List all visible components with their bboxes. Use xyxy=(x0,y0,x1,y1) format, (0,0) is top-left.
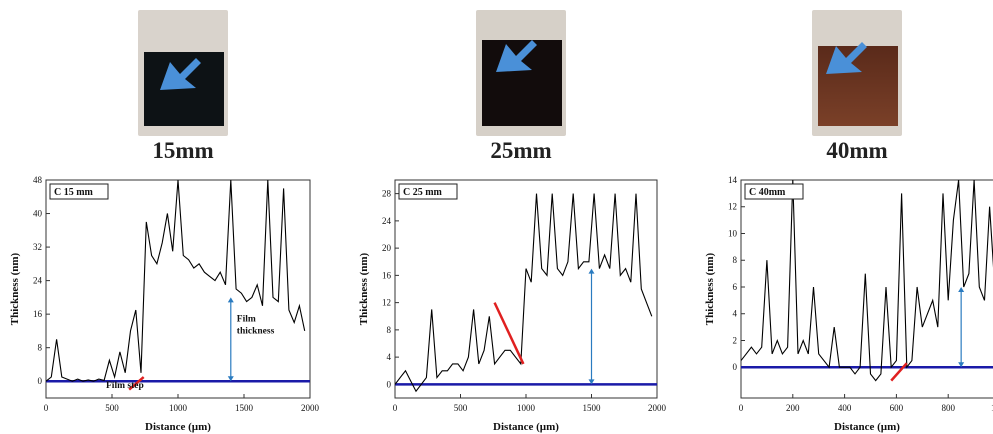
x-tick-label: 2000 xyxy=(648,403,667,413)
x-axis-label: Distance (µm) xyxy=(493,421,559,433)
profile-line xyxy=(741,180,993,382)
chart-label-box xyxy=(744,183,804,200)
arrow-head xyxy=(227,376,234,382)
step-marker xyxy=(890,362,908,382)
plot-frame xyxy=(740,179,993,399)
x-tick-label: 200 xyxy=(786,403,800,413)
x-tick-label: 600 xyxy=(890,403,904,413)
x-tick-label: 400 xyxy=(838,403,852,413)
y-tick-label: 48 xyxy=(33,175,43,185)
y-tick-label: 12 xyxy=(728,202,737,212)
y-tick-label: 2 xyxy=(733,335,738,345)
arrow-head xyxy=(958,362,965,368)
chart-label-box xyxy=(49,183,109,200)
chart-label-box xyxy=(398,183,458,200)
x-tick-label: 500 xyxy=(105,403,119,413)
y-axis-label: Thickness (nm) xyxy=(704,252,716,325)
chart-label: C 25 mm xyxy=(403,187,443,198)
y-tick-label: 8 xyxy=(733,255,738,265)
x-axis-label: Distance (µm) xyxy=(145,421,211,433)
y-tick-label: 8 xyxy=(38,343,43,353)
step-marker xyxy=(493,302,525,365)
x-tick-label: 1000 xyxy=(517,403,536,413)
plot-area xyxy=(46,180,310,391)
y-tick-label: 28 xyxy=(382,189,392,199)
annotation: Film thickness xyxy=(237,314,275,336)
photo-caption: 15mm xyxy=(152,138,214,163)
y-tick-label: 12 xyxy=(382,298,391,308)
y-tick-label: 16 xyxy=(33,309,43,319)
y-tick-label: 10 xyxy=(728,228,738,238)
x-tick-label: 1500 xyxy=(583,403,602,413)
y-tick-label: 0 xyxy=(387,379,392,389)
arrow-head xyxy=(958,286,965,292)
photo-arrows xyxy=(160,40,867,90)
y-tick-label: 14 xyxy=(728,175,738,185)
chart-label: C 15 mm xyxy=(54,187,94,198)
x-axis-label: Distance (µm) xyxy=(834,421,900,433)
profile-line xyxy=(395,193,653,393)
x-tick-label: 0 xyxy=(739,403,744,413)
y-axis-label: Thickness (nm) xyxy=(9,252,21,325)
y-tick-label: 32 xyxy=(33,242,42,252)
x-tick-label: 500 xyxy=(454,403,468,413)
y-tick-label: 0 xyxy=(733,362,738,372)
arrow-head xyxy=(588,379,595,385)
y-tick-label: 24 xyxy=(382,216,392,226)
y-tick-label: 40 xyxy=(33,209,43,219)
x-tick-label: 0 xyxy=(393,403,398,413)
step-marker xyxy=(128,376,145,391)
photo-caption: 40mm xyxy=(826,138,888,163)
y-tick-label: 24 xyxy=(33,276,43,286)
plot-frame xyxy=(394,179,658,399)
arrow-head xyxy=(588,268,595,274)
y-tick-label: 8 xyxy=(387,325,392,335)
x-tick-label: 1000 xyxy=(991,403,993,413)
y-tick-label: 16 xyxy=(382,270,392,280)
chart-label: C 40mm xyxy=(749,187,786,198)
x-tick-label: 800 xyxy=(941,403,955,413)
x-tick-label: 2000 xyxy=(301,403,320,413)
y-tick-label: 6 xyxy=(733,282,738,292)
profile-line xyxy=(46,180,306,382)
sample-photo xyxy=(138,10,228,136)
y-tick-label: 0 xyxy=(38,376,43,386)
x-tick-label: 0 xyxy=(44,403,49,413)
y-tick-label: 4 xyxy=(387,352,392,362)
plot-area xyxy=(395,193,657,393)
annotation: Film step xyxy=(106,381,144,391)
photo-caption: 25mm xyxy=(490,138,552,163)
y-axis-label: Thickness (nm) xyxy=(358,252,370,325)
x-tick-label: 1000 xyxy=(169,403,188,413)
plot-area xyxy=(741,180,993,382)
y-tick-label: 20 xyxy=(382,243,392,253)
x-tick-label: 1500 xyxy=(235,403,254,413)
plot-frame xyxy=(45,179,311,399)
arrow-head xyxy=(227,297,234,303)
y-tick-label: 4 xyxy=(733,309,738,319)
